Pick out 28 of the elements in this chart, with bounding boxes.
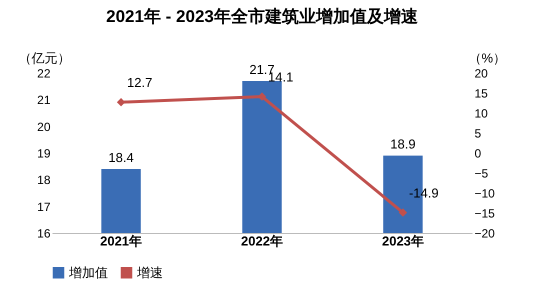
data-label: 18.4 [108,150,134,165]
legend-label: 增速 [136,264,163,280]
y-tick-label: 19 [37,146,51,160]
y2-tick-label: 20 [474,66,488,80]
point [398,208,408,217]
data-label: 12.7 [127,75,152,90]
y-tick-label: 17 [37,200,51,214]
data-label: 18.9 [390,136,416,152]
x-tick-label: 2021年 [100,234,142,248]
y-tick-label: 20 [37,120,51,134]
x-tick-label: 2023年 [382,234,424,248]
x-tick-label: 2022年 [241,234,283,248]
y2-tick-label: −20 [474,226,496,240]
y2-tick-label: −15 [474,206,496,220]
y2-axis-title: （%） [468,50,506,66]
chart-title: 2021年 - 2023年全市建筑业增加值及增速 [106,7,418,26]
y2-tick-label: 5 [474,126,482,140]
y2-tick-label: 10 [474,106,488,120]
y-tick-label: 18 [37,173,51,188]
y-tick-label: 16 [37,226,51,240]
y2-tick-label: −10 [474,186,496,200]
y2-tick-label: −5 [474,166,489,180]
legend-label: 增加值 [68,264,108,280]
y-tick-label: 21 [37,93,51,108]
y-axis-title: （亿元） [18,50,70,66]
y2-tick-label: 15 [474,86,488,100]
y2-tick-label: 0 [474,146,482,160]
y-tick-label: 22 [37,66,51,80]
